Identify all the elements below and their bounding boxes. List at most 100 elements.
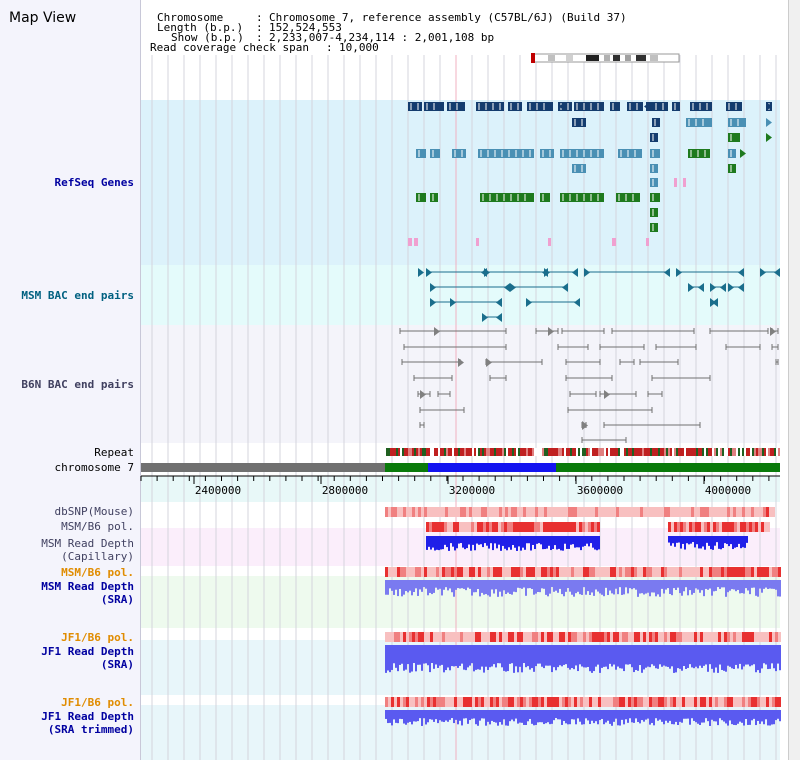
read-depth-bar	[747, 580, 749, 591]
repeat-segment	[724, 448, 726, 456]
read-depth-bar	[753, 710, 755, 719]
gene-strand-arrow	[504, 283, 510, 292]
read-depth-bar	[546, 536, 548, 549]
gene-strand-arrow	[436, 102, 442, 111]
polymorphism-segment	[601, 507, 604, 517]
track-label-jf1-b6-pol-2[interactable]: JF1/B6 pol.	[61, 696, 134, 709]
read-depth-bar	[493, 710, 495, 722]
track-label-dbsnp[interactable]: dbSNP(Mouse)	[54, 505, 134, 518]
polymorphism-segment	[775, 697, 778, 707]
track-label-refseq[interactable]: RefSeq Genes	[54, 176, 134, 189]
read-depth-bar	[587, 645, 589, 667]
read-depth-bar	[599, 580, 601, 594]
read-depth-bar	[541, 580, 543, 589]
polymorphism-segment	[403, 632, 406, 642]
repeat-segment	[660, 448, 662, 456]
polymorphism-segment	[712, 632, 715, 642]
read-depth-bar	[417, 580, 419, 596]
refseq-gene-steel	[572, 164, 586, 173]
read-depth-bar	[567, 710, 569, 725]
track-label-repeat: Repeat	[94, 446, 134, 459]
polymorphism-segment	[751, 632, 754, 642]
read-depth-bar	[502, 536, 504, 546]
read-depth-bar	[623, 645, 625, 672]
polymorphism-segment	[517, 697, 520, 707]
polymorphism-segment	[670, 567, 673, 577]
track-label-msm-b6-pol-2[interactable]: MSM/B6 pol.	[61, 566, 134, 579]
polymorphism-segment	[616, 507, 619, 517]
track-label-msm-b6-pol-1[interactable]: MSM/B6 pol.	[61, 520, 134, 533]
polymorphism-segment	[490, 632, 493, 642]
read-depth-bar	[569, 710, 571, 725]
read-depth-bar	[703, 710, 705, 723]
track-label-msm-bac[interactable]: MSM BAC end pairs	[21, 289, 134, 302]
polymorphism-segment	[725, 522, 728, 532]
polymorphism-segment	[700, 632, 703, 642]
repeat-segment	[456, 448, 458, 456]
read-depth-bar	[399, 710, 401, 719]
polymorphism-segment	[478, 567, 481, 577]
read-depth-bar	[479, 645, 481, 670]
read-depth-bar	[657, 710, 659, 721]
read-depth-bar	[569, 580, 571, 592]
read-depth-bar	[551, 580, 553, 588]
read-depth-bar	[665, 580, 667, 590]
axis-tick-label: 4000000	[705, 484, 751, 497]
track-label-msm-read-sra-1[interactable]: MSM Read Depth	[41, 580, 134, 593]
vertical-scrollbar[interactable]	[788, 0, 800, 760]
polymorphism-segment	[520, 567, 523, 577]
read-depth-bar	[590, 536, 592, 544]
polymorphism-segment	[718, 697, 721, 707]
read-depth-bar	[665, 645, 667, 667]
read-depth-bar	[578, 536, 580, 548]
read-depth-bar	[440, 536, 442, 550]
read-depth-bar	[490, 536, 492, 544]
read-depth-bar	[461, 710, 463, 726]
polymorphism-segment	[736, 567, 739, 577]
read-depth-bar	[717, 580, 719, 588]
polymorphism-segment	[712, 507, 715, 517]
polymorphism-segment	[397, 632, 400, 642]
polymorphism-segment	[577, 632, 580, 642]
repeat-segment	[678, 448, 680, 456]
polymorphism-segment	[493, 507, 496, 517]
read-depth-bar	[595, 710, 597, 722]
read-depth-bar	[575, 580, 577, 594]
ideogram-band	[625, 55, 631, 61]
read-depth-bar	[719, 645, 721, 665]
read-depth-bar	[427, 580, 429, 596]
polymorphism-segment	[754, 507, 757, 517]
polymorphism-segment	[655, 507, 658, 517]
polymorphism-segment	[526, 507, 529, 517]
polymorphism-segment	[439, 567, 442, 577]
track-label-jf1-read-sra-1[interactable]: JF1 Read Depth	[41, 645, 134, 658]
track-label-b6n-bac[interactable]: B6N BAC end pairs	[21, 378, 134, 391]
polymorphism-segment	[403, 697, 406, 707]
polymorphism-segment	[538, 507, 541, 517]
polymorphism-segment	[565, 632, 568, 642]
polymorphism-segment	[697, 507, 700, 517]
track-label-jf1-read-trim-1[interactable]: JF1 Read Depth	[41, 710, 134, 723]
polymorphism-segment	[709, 632, 712, 642]
polymorphism-segment	[388, 697, 391, 707]
polymorphism-segment	[763, 567, 766, 577]
polymorphism-segment	[478, 697, 481, 707]
read-depth-bar	[444, 536, 446, 545]
polymorphism-segment	[634, 697, 637, 707]
read-depth-bar	[485, 645, 487, 667]
polymorphism-segment	[432, 522, 435, 532]
polymorphism-segment	[394, 567, 397, 577]
track-label-jf1-b6-pol-1[interactable]: JF1/B6 pol.	[61, 631, 134, 644]
read-depth-bar	[643, 710, 645, 722]
read-depth-bar	[749, 710, 751, 725]
polymorphism-segment	[478, 507, 481, 517]
read-depth-bar	[436, 536, 438, 550]
polymorphism-segment	[613, 632, 616, 642]
repeat-segment	[606, 448, 608, 456]
read-depth-bar	[693, 645, 695, 669]
repeat-segment	[664, 448, 666, 456]
track-label-msm-read-cap-1[interactable]: MSM Read Depth	[41, 537, 134, 550]
repeat-segment	[420, 448, 422, 456]
read-depth-bar	[587, 580, 589, 592]
